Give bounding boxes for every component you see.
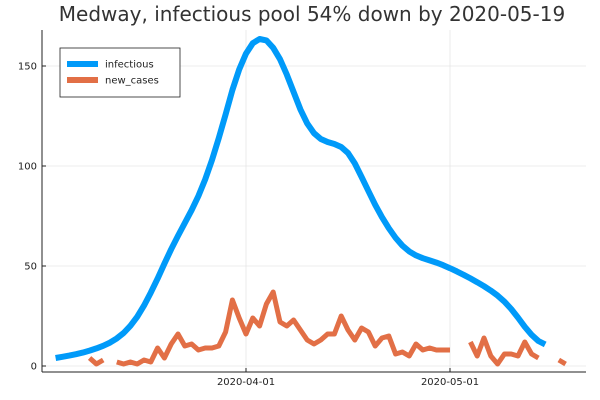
y-tick-label: 50 — [24, 262, 37, 273]
y-tick-label: 150 — [18, 62, 37, 73]
y-tick-label: 0 — [31, 362, 37, 373]
series-line — [87, 356, 105, 367]
x-tick-label: 2020-05-01 — [421, 377, 479, 388]
legend-box — [59, 47, 181, 98]
series-infectious — [55, 36, 547, 361]
series-line — [116, 289, 450, 367]
y-tick-label: 100 — [18, 162, 37, 173]
series-line — [468, 335, 540, 367]
legend: infectious new_cases — [59, 47, 181, 98]
chart-title: Medway, infectious pool 54% down by 2020… — [59, 2, 565, 26]
series-new_cases — [87, 289, 567, 367]
series-line — [55, 36, 547, 361]
series-layer — [55, 36, 567, 367]
legend-label: infectious — [105, 60, 154, 71]
series-line — [557, 357, 567, 367]
x-tick-label: 2020-04-01 — [217, 377, 275, 388]
legend-label: new_cases — [105, 76, 159, 87]
axes: 0 50 100 150 2020-04-01 2020-05-01 — [18, 30, 586, 388]
